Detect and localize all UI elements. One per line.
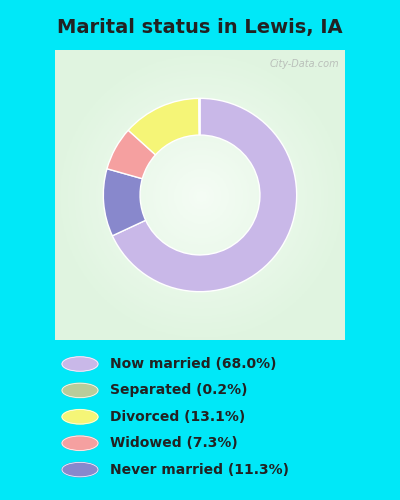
Text: Marital status in Lewis, IA: Marital status in Lewis, IA [57, 18, 343, 37]
Wedge shape [107, 130, 156, 178]
Circle shape [62, 436, 98, 450]
Text: City-Data.com: City-Data.com [270, 58, 339, 68]
Text: Separated (0.2%): Separated (0.2%) [110, 384, 248, 398]
Circle shape [62, 383, 98, 398]
Wedge shape [103, 168, 146, 236]
Circle shape [62, 357, 98, 371]
Text: Never married (11.3%): Never married (11.3%) [110, 462, 289, 476]
Wedge shape [112, 98, 297, 292]
Text: Divorced (13.1%): Divorced (13.1%) [110, 410, 245, 424]
Text: Widowed (7.3%): Widowed (7.3%) [110, 436, 238, 450]
Circle shape [62, 462, 98, 477]
Wedge shape [128, 98, 199, 155]
Text: Now married (68.0%): Now married (68.0%) [110, 357, 276, 371]
Circle shape [62, 410, 98, 424]
Wedge shape [199, 98, 200, 135]
